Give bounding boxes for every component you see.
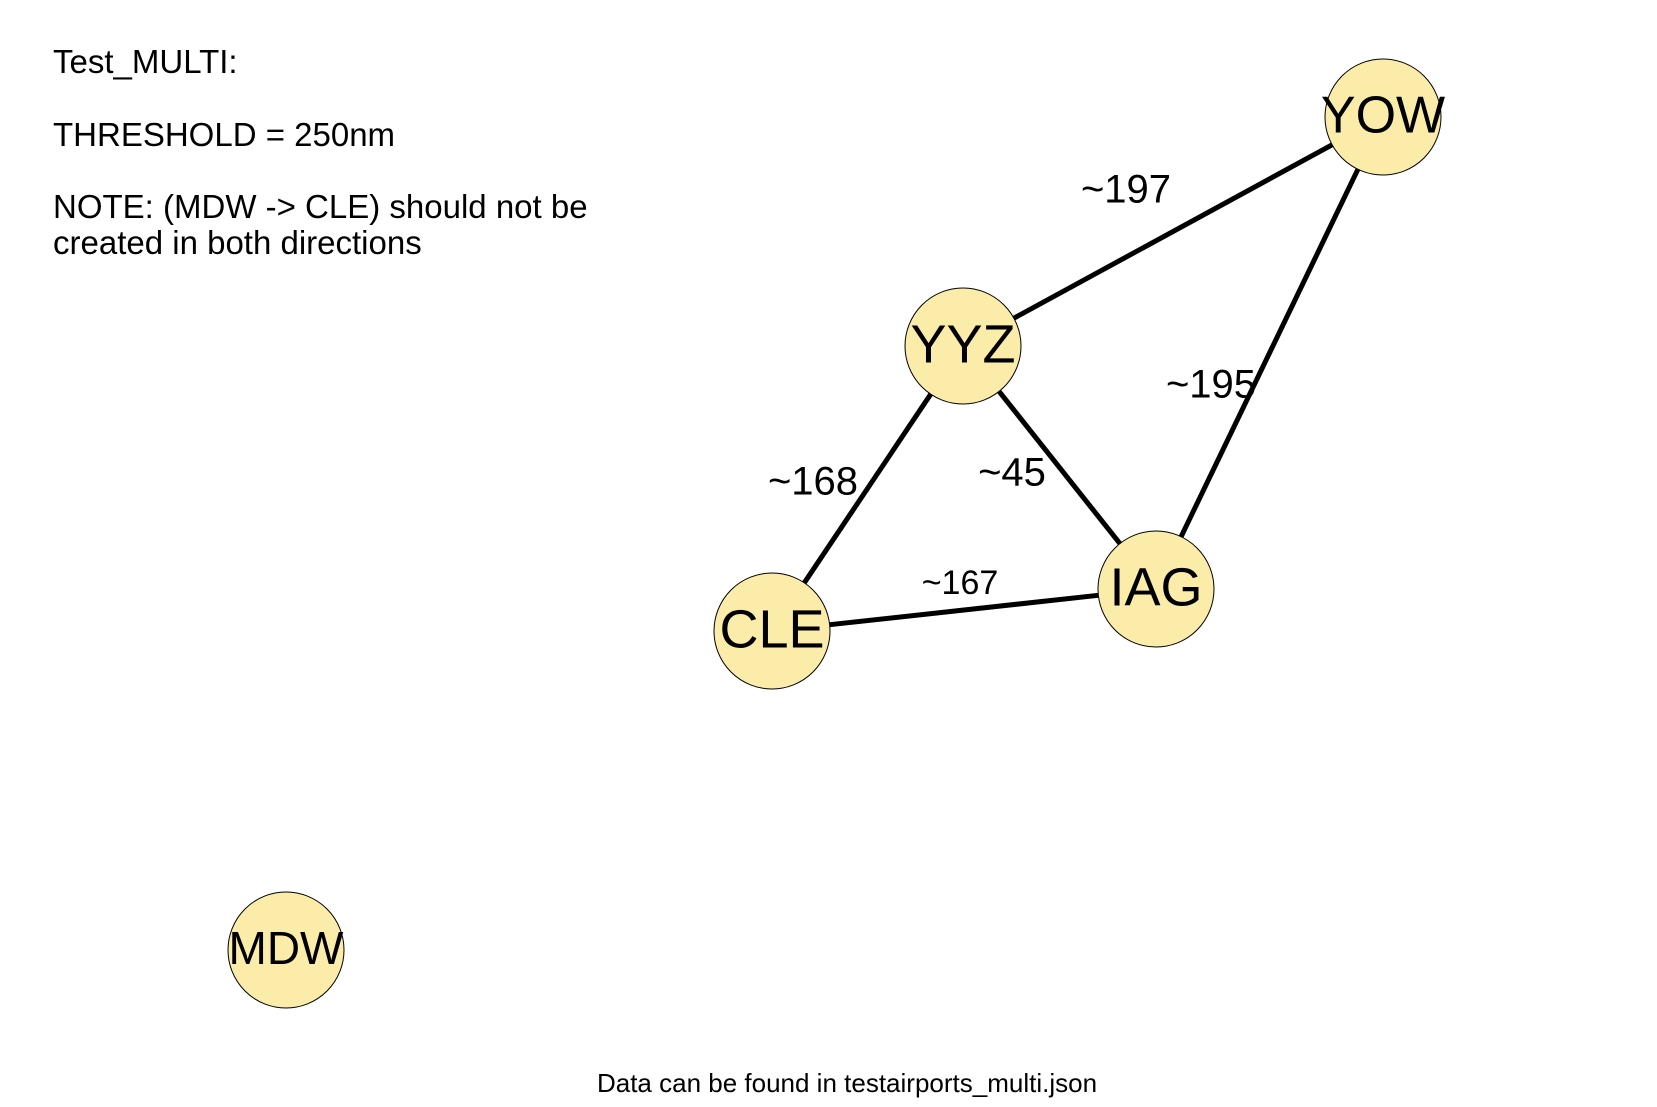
footer-note: Data can be found in testairports_multi.… [597,1068,1097,1098]
threshold-text: THRESHOLD = 250nm [53,116,395,153]
notes-block: Test_MULTI: THRESHOLD = 250nm NOTE: (MDW… [53,43,588,261]
node-label-iag: IAG [1109,557,1202,617]
edge-iag-yow [1178,168,1361,538]
node-cle: CLE [713,572,831,690]
node-circle-yyz [904,287,1022,405]
note-line-1: NOTE: (MDW -> CLE) should not be [53,188,588,225]
edge-yyz-iag [997,389,1122,546]
edge-label-yyz-cle: ~168 [768,460,858,504]
node-circle-mdw [227,891,345,1009]
node-label-yyz: YYZ [910,314,1015,374]
edge-cle-iag [829,592,1099,628]
node-iag: IAG [1097,530,1215,648]
edge-label-cle-iag: ~167 [922,564,999,602]
edge-label-yyz-yow: ~197 [1081,168,1171,212]
node-circle-cle [713,572,831,690]
node-label-yow: YOW [1321,87,1445,145]
node-circle-yow [1324,58,1442,176]
edge-yyz-cle [802,392,933,585]
node-mdw: MDW [227,891,345,1009]
node-yow: YOW [1321,58,1445,176]
test-title: Test_MULTI: [53,43,238,80]
node-yyz: YYZ [904,287,1022,405]
node-label-cle: CLE [719,599,824,659]
nodes-layer: YOW YYZ IAG CLE MDW [227,58,1445,1009]
edge-label-iag-yow: ~195 [1166,363,1256,407]
edge-yyz-yow [1012,142,1334,321]
note-line-2: created in both directions [53,224,422,261]
edge-label-yyz-iag: ~45 [978,451,1046,495]
edges-layer: ~197 ~195 ~168 ~45 ~167 [768,142,1361,628]
node-label-mdw: MDW [229,922,345,974]
node-circle-iag [1097,530,1215,648]
